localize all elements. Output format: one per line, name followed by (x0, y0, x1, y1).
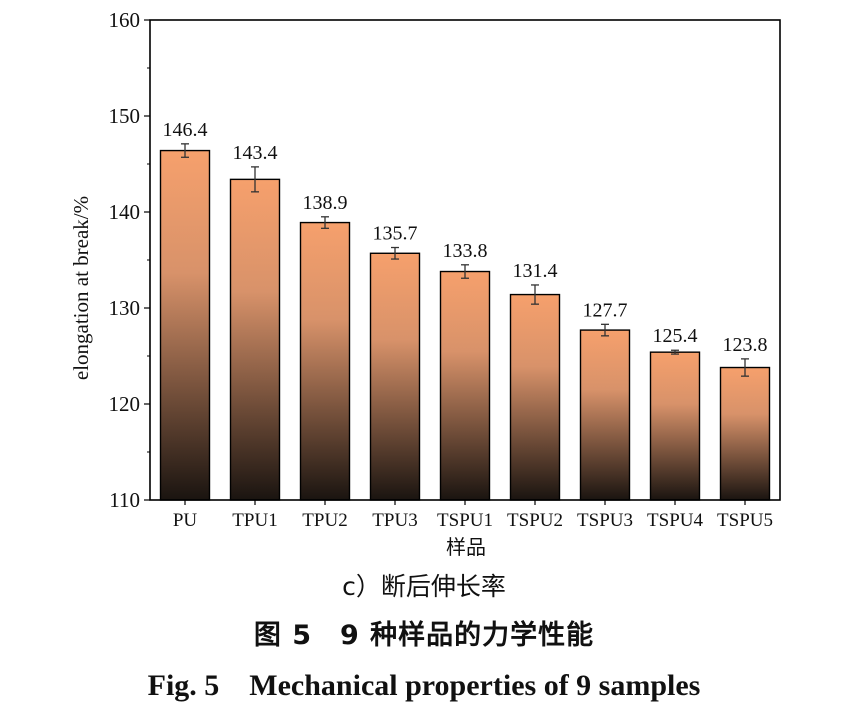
data-label-tpu3: 135.7 (373, 223, 418, 245)
bar-tspu2 (509, 293, 561, 501)
data-label-tspu1: 133.8 (443, 240, 488, 262)
y-tick-label-140: 140 (109, 200, 141, 224)
bar-tpu2 (299, 221, 351, 501)
x-tick-label-tpu1: TPU1 (232, 510, 277, 531)
bar-pu (159, 149, 211, 501)
data-label-tpu1: 143.4 (233, 142, 278, 164)
y-tick-label-110: 110 (109, 488, 140, 512)
x-axis-label: 样品 (446, 535, 486, 559)
bar-tpu1 (229, 178, 281, 501)
error-bar-tspu4 (671, 349, 679, 355)
error-bar-tpu1 (251, 166, 259, 193)
error-bar-pu (181, 143, 189, 158)
error-bar-tspu5 (741, 358, 749, 377)
data-label-tpu2: 138.9 (303, 192, 348, 214)
figure-caption-english: Fig. 5 Mechanical properties of 9 sample… (147, 669, 701, 702)
y-tick-label-160: 160 (109, 8, 141, 32)
x-tick-label-tpu3: TPU3 (372, 510, 417, 531)
bar-tspu1 (439, 270, 491, 501)
data-label-tspu5: 123.8 (723, 334, 768, 356)
error-bar-tpu2 (321, 216, 329, 229)
bar-tspu4 (649, 351, 701, 501)
sub-caption: c）断后伸长率 (342, 572, 506, 601)
y-tick-label-150: 150 (109, 104, 141, 128)
data-label-tspu3: 127.7 (583, 299, 628, 321)
bar-tspu3 (579, 329, 631, 501)
y-tick-label-130: 130 (109, 296, 141, 320)
bar-tspu5 (719, 366, 771, 501)
figure-caption-chinese: 图 5 9 种样品的力学性能 (253, 620, 595, 651)
data-label-tspu4: 125.4 (653, 325, 698, 347)
y-tick-label-120: 120 (109, 392, 141, 416)
bar-chart: 146.4 143.4 138.9 135.7 133.8 131.4 127.7 125.4… (69, 8, 781, 559)
data-label-tspu2: 131.4 (513, 260, 558, 282)
error-bar-tspu1 (461, 264, 469, 279)
x-tick-label-pu: PU (173, 510, 198, 531)
error-bar-tspu2 (531, 284, 539, 305)
error-bar-tspu3 (601, 323, 609, 337)
error-bar-tpu3 (391, 246, 399, 260)
x-tick-label-tpu2: TPU2 (302, 510, 347, 531)
y-axis-label: elongation at break/% (69, 196, 93, 380)
x-tick-label-tspu5: TSPU5 (717, 510, 773, 531)
x-tick-label-tspu1: TSPU1 (437, 510, 493, 531)
bar-tpu3 (369, 252, 421, 501)
x-tick-label-tspu4: TSPU4 (647, 510, 703, 531)
x-tick-label-tspu3: TSPU3 (577, 510, 633, 531)
x-tick-label-tspu2: TSPU2 (507, 510, 563, 531)
data-label-pu: 146.4 (163, 119, 208, 141)
